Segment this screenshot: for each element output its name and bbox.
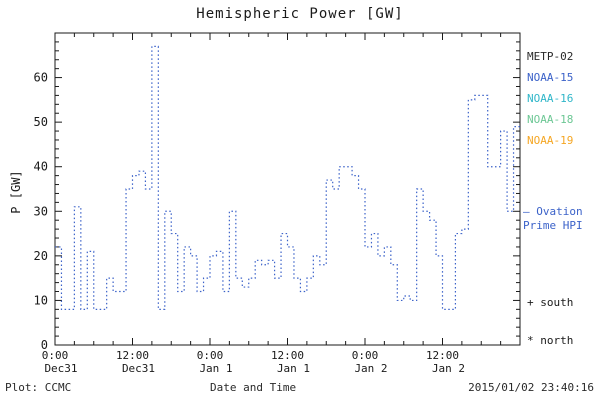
marker-key-south: + south [527, 296, 574, 309]
x-tick-time-label: 0:00 [42, 349, 69, 362]
x-tick-date-label: Jan 1 [277, 362, 310, 375]
hpi-step-line [55, 45, 520, 310]
x-axis-caption: Date and Time [210, 381, 297, 394]
y-tick-label: 30 [34, 204, 48, 218]
x-tick-time-label: 0:00 [352, 349, 379, 362]
legend-item-metp02: METP-02 [527, 50, 574, 63]
y-tick-label: 60 [34, 71, 48, 85]
legend-item-noaa19: NOAA-19 [527, 134, 574, 147]
series-note-ovation-prime-hpi: — Ovation Prime HPI [523, 205, 583, 233]
x-tick-time-label: 12:00 [271, 349, 304, 362]
legend-item-noaa16: NOAA-16 [527, 92, 574, 105]
y-tick-label: 20 [34, 249, 48, 263]
plot-timestamp: 2015/01/02 23:40:16 [468, 381, 594, 394]
y-tick-label: 50 [34, 115, 48, 129]
legend-item-noaa15: NOAA-15 [527, 71, 574, 84]
legend-item-noaa18: NOAA-18 [527, 113, 574, 126]
x-tick-date-label: Jan 1 [199, 362, 232, 375]
y-tick-label: 0 [41, 338, 48, 352]
plot-credit: Plot: CCMC [5, 381, 72, 394]
x-tick-date-label: Jan 2 [432, 362, 465, 375]
x-tick-time-label: 12:00 [426, 349, 459, 362]
plot-box [54, 32, 521, 346]
series-note-line2: Prime HPI [523, 219, 583, 232]
x-tick-time-label: 0:00 [197, 349, 224, 362]
chart-title: Hemispheric Power [GW] [196, 6, 404, 22]
x-tick-date-label: Jan 2 [354, 362, 387, 375]
legend: METP-02 NOAA-15 NOAA-16 NOAA-18 NOAA-19 [527, 46, 599, 151]
y-tick-label: 10 [34, 293, 48, 307]
x-tick-time-label: 12:00 [116, 349, 149, 362]
marker-key-north: * north [527, 334, 574, 347]
y-tick-label: 40 [34, 160, 48, 174]
x-tick-date-label: Dec31 [44, 362, 77, 375]
x-tick-date-label: Dec31 [122, 362, 155, 375]
series-note-line1: — Ovation [523, 205, 583, 218]
